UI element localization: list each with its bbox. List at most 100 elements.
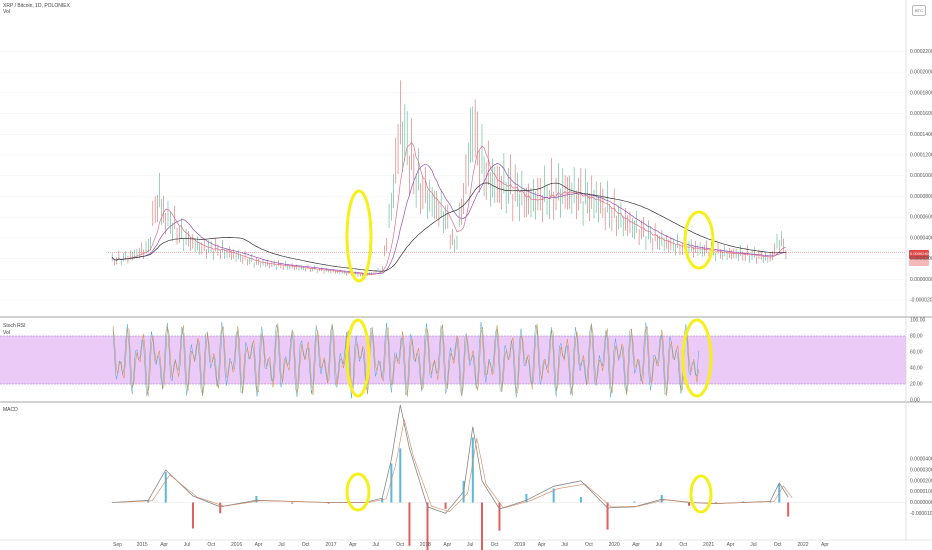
time-tick-label: Jul — [278, 542, 284, 548]
macd-histogram-bar — [480, 502, 483, 550]
price-tick-label: 0.00012000 — [910, 153, 932, 159]
time-tick-label: 2021 — [703, 542, 714, 548]
macd-histogram-bar — [498, 502, 501, 531]
time-tick-label: Oct — [491, 542, 499, 548]
macd-histogram-bar — [552, 488, 555, 503]
macd-histogram-bar — [426, 502, 429, 550]
macd-tick-label: 0.00003000 — [910, 468, 932, 474]
macd-histogram-bar — [525, 493, 528, 503]
price-tick-label: 0.00000000 — [910, 277, 932, 283]
macd-histogram-bar — [291, 502, 294, 504]
price-tick-label: 0.00006000 — [910, 215, 932, 221]
macd-histogram-bar — [606, 502, 609, 530]
current-price-text: 0.00002400 — [910, 251, 932, 256]
time-tick-label: Jul — [373, 542, 379, 548]
time-tick-label: 2017 — [325, 542, 336, 548]
highlight-circle — [689, 474, 713, 514]
time-tick-label: 2020 — [609, 542, 620, 548]
time-tick-label: Oct — [302, 542, 310, 548]
macd-histogram-bar — [633, 501, 636, 503]
time-tick-label: Oct — [207, 542, 215, 548]
highlight-circle — [345, 189, 373, 283]
volume-label: Vol — [3, 9, 10, 15]
time-tick-label: Jul — [750, 542, 756, 548]
stoch-tick-label: 60.00 — [910, 350, 923, 356]
time-tick-label: Apr — [821, 542, 829, 548]
macd-histogram-bar — [408, 502, 411, 546]
macd-tick-label: 0.00001000 — [910, 489, 932, 495]
time-tick-label: Apr — [160, 542, 168, 548]
highlight-circles — [345, 189, 715, 514]
macd-histogram-bar — [579, 497, 582, 503]
currency-badge[interactable]: BTC — [912, 5, 926, 16]
time-tick-label: 2019 — [514, 542, 525, 548]
price-tick-label: 0.00020000 — [910, 70, 932, 76]
price-panel — [108, 80, 906, 278]
macd-tick-label: -0.00001000 — [910, 511, 932, 517]
stoch-panel-sublabel: Vol — [3, 330, 10, 336]
price-tick-label: 0.00008000 — [910, 194, 932, 200]
macd-tick-label: 0.00004000 — [910, 457, 932, 463]
time-tick-label: Apr — [538, 542, 546, 548]
price-tick-label: 0.00022000 — [910, 49, 932, 55]
macd-panel — [108, 404, 906, 550]
stoch-panel-label: Stoch RSI — [3, 323, 26, 329]
current-price-tag — [909, 250, 929, 259]
macd-histogram-bar — [787, 502, 790, 517]
macd-histogram-bar — [381, 498, 384, 503]
time-tick-label: Jul — [656, 542, 662, 548]
macd-histogram-bar — [660, 494, 663, 503]
ma-mid-line — [111, 163, 786, 275]
macd-histogram-bar — [444, 502, 447, 509]
axes: 0.00022000 0.00020000 0.00018000 0.00016000… — [113, 49, 932, 548]
macd-histogram-bar — [191, 502, 194, 529]
macd-tick-label: 0.00002000 — [910, 478, 932, 484]
macd-histogram-bar — [164, 472, 167, 503]
price-tick-label: 0.00016000 — [910, 111, 932, 117]
stoch-panel — [0, 321, 906, 399]
macd-histogram-bar — [741, 501, 744, 503]
macd-histogram-bar — [399, 448, 402, 503]
stoch-d-line — [112, 323, 699, 397]
highlight-circle — [345, 318, 371, 398]
stoch-tick-label: 40.00 — [910, 366, 923, 372]
price-tick-label: 0.00014000 — [910, 132, 932, 138]
time-tick-label: Jul — [561, 542, 567, 548]
price-tag-secondary — [909, 259, 929, 266]
macd-panel-label: MACD — [3, 407, 18, 413]
time-tick-label: 2022 — [797, 542, 808, 548]
stoch-tick-label: 100.00 — [910, 318, 926, 324]
macd-histogram-bar — [147, 500, 150, 503]
time-tick-label: Oct — [774, 542, 782, 548]
time-tick-label: 2015 — [137, 542, 148, 548]
highlight-circle — [681, 318, 713, 398]
macd-histogram-bar — [390, 463, 393, 503]
macd-tick-label: 0.00000000 — [910, 500, 932, 506]
ma-fast-line — [111, 142, 787, 275]
highlight-circle — [345, 472, 371, 512]
time-tick-label: 2018 — [420, 542, 431, 548]
time-tick-label: Jul — [184, 542, 190, 548]
macd-line — [112, 404, 789, 514]
price-tick-label: 0.00018000 — [910, 90, 932, 96]
time-tick-label: Apr — [727, 542, 735, 548]
price-tick-label: 0.00010000 — [910, 173, 932, 179]
time-tick-label: 2016 — [231, 542, 242, 548]
highlight-circle — [683, 210, 715, 270]
macd-histogram-bar — [687, 502, 690, 506]
stoch-tick-label: 20.00 — [910, 382, 923, 388]
time-tick-label: Apr — [349, 542, 357, 548]
stoch-tick-label: 80.00 — [910, 334, 923, 340]
time-tick-label: Oct — [396, 542, 404, 548]
time-tick-label: Apr — [255, 542, 263, 548]
stoch-tick-label: 0.00 — [910, 398, 920, 404]
time-tick-label: Sep — [113, 542, 122, 548]
time-tick-label: Jul — [467, 542, 473, 548]
time-tick-label: Oct — [585, 542, 593, 548]
chart-title: XRP / Bitcoin, 1D, POLONIEX — [3, 3, 70, 9]
time-tick-label: Apr — [443, 542, 451, 548]
macd-histogram-bar — [327, 502, 330, 504]
price-tick-label: -0.00002000 — [910, 298, 932, 304]
